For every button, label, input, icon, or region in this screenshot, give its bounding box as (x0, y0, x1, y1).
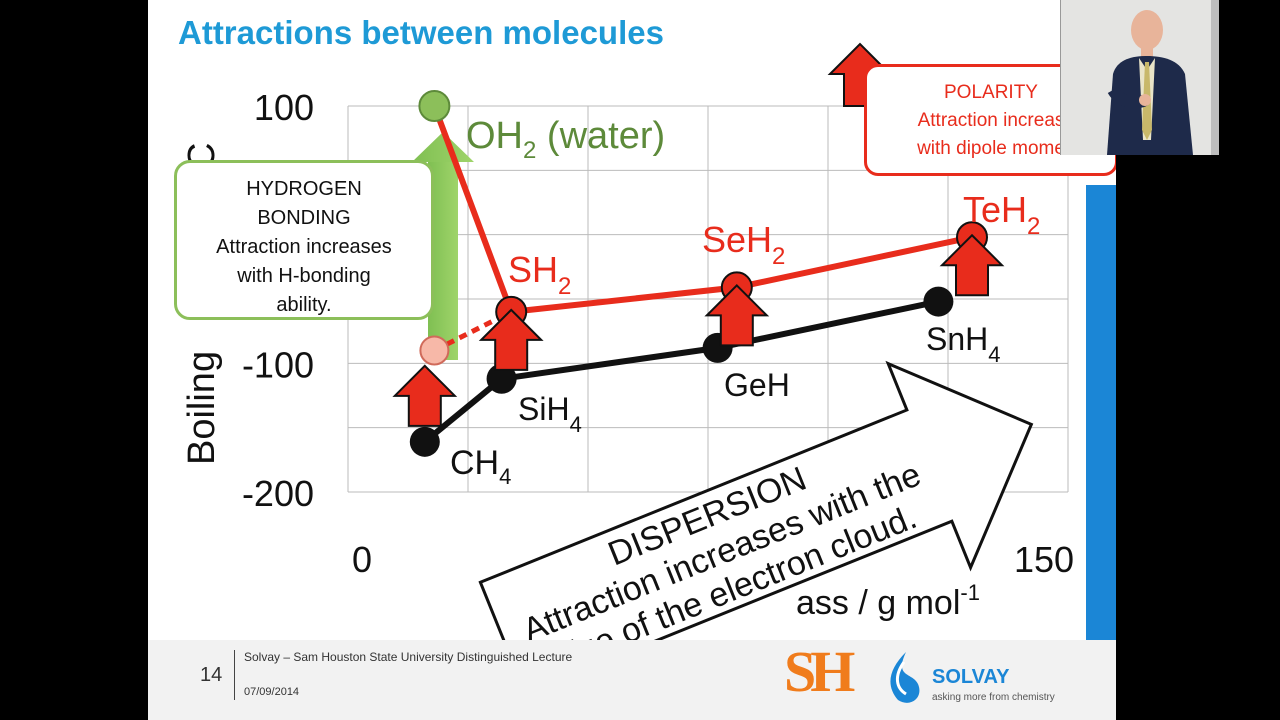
slide: Attractions between molecules 100 -100 -… (148, 0, 1116, 720)
polarity-arrows (392, 233, 1005, 427)
polarity-heading: POLARITY (944, 82, 1038, 103)
solvay-logo-text: SOLVAY (932, 666, 1010, 688)
arrow-ch4 (392, 364, 458, 427)
page-number: 14 (200, 664, 223, 686)
nonpolar-series-line (422, 298, 940, 445)
label-sh2: SH2 (508, 249, 571, 300)
nonpolar-point (409, 426, 440, 457)
label-water: OH2 (water) (466, 115, 665, 164)
presenter-video (1060, 0, 1219, 155)
label-geh4: GeH (724, 367, 790, 403)
x-tick-150: 150 (1014, 539, 1074, 580)
hbond-text-1: Attraction increases (216, 236, 392, 258)
shsu-logo: SH (784, 639, 855, 704)
footer-date: 07/09/2014 (244, 686, 300, 698)
hypothetical-water-point (419, 335, 450, 366)
label-sih4: SiH4 (518, 391, 582, 437)
y-axis-label: Boiling (181, 351, 223, 465)
hbond-heading-2: BONDING (257, 207, 351, 229)
label-snh4: SnH4 (926, 321, 1001, 367)
nonpolar-point (486, 363, 517, 394)
polar-point (418, 90, 451, 122)
polar-series-line (431, 104, 973, 316)
boiling-point-chart: 100 -100 -200 0 150 Boiling C OH2 (water… (181, 42, 1074, 696)
polarity-text-2: with dipole mome (917, 138, 1065, 159)
arrow-sh2 (478, 308, 544, 371)
label-ch4: CH4 (450, 444, 511, 489)
accent-bar (1086, 185, 1116, 640)
hydrogen-bonding-box: HYDROGEN BONDING Attraction increases wi… (174, 160, 434, 320)
x-axis-label: ass / g mol-1 (796, 580, 980, 622)
y-tick-minus-200: -200 (242, 473, 314, 514)
slide-title: Attractions between molecules (178, 14, 664, 51)
arrow-teh2 (939, 233, 1005, 297)
label-seh2: SeH2 (702, 219, 785, 270)
solvay-tagline: asking more from chemistry (932, 692, 1055, 703)
footer-text: Solvay – Sam Houston State University Di… (244, 650, 573, 664)
y-tick-minus-100: -100 (242, 344, 314, 385)
hbond-heading-1: HYDROGEN (246, 178, 362, 200)
hbond-text-2: with H-bonding (237, 265, 371, 287)
slide-footer: 14 Solvay – Sam Houston State University… (148, 639, 1116, 720)
polarity-text-1: Attraction increas (917, 110, 1065, 131)
arrow-seh2 (704, 284, 770, 347)
footer-divider (234, 650, 235, 700)
presenter-figure (1061, 0, 1219, 155)
x-tick-0: 0 (352, 539, 372, 580)
solvay-drop-icon (890, 652, 920, 703)
hbond-text-3: ability. (276, 294, 332, 316)
label-teh2: TeH2 (963, 189, 1040, 240)
y-tick-100: 100 (254, 87, 314, 128)
nonpolar-point (923, 286, 954, 317)
